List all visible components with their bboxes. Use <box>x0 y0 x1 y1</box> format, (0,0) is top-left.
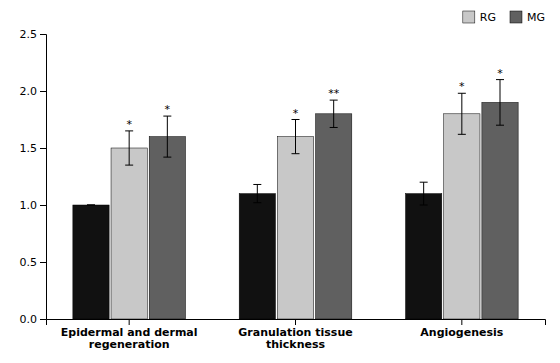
bar <box>73 205 109 319</box>
legend-label: RG <box>480 11 496 24</box>
chart: 0.0 0.5 1.0 1.5 2.0 2.5 Epidermal and dermalre… <box>0 0 560 363</box>
y-tick-label: 0.5 <box>20 256 38 269</box>
y-tick-label: 2.5 <box>20 28 38 41</box>
x-tick-mark <box>129 319 130 325</box>
x-tick: Epidermal and dermalregeneration <box>61 319 198 351</box>
plot: 0.0 0.5 1.0 1.5 2.0 2.5 Epidermal and dermalre… <box>20 28 546 351</box>
x-tick-mark <box>461 319 462 325</box>
y-tick: 1.5 <box>20 142 47 155</box>
y-tick-label: 1.0 <box>20 199 38 212</box>
y-tick: 2.5 <box>20 28 47 41</box>
y-tick-mark <box>40 34 46 35</box>
error-bar <box>253 184 261 202</box>
x-axis: Epidermal and dermalregeneration Granulat… <box>47 319 546 351</box>
significance-label: * <box>293 107 299 120</box>
y-tick-mark <box>40 148 46 149</box>
y-tick: 2.0 <box>20 85 47 98</box>
error-bar <box>330 100 338 127</box>
x-axis-line <box>47 320 546 326</box>
y-tick: 0.0 <box>20 313 47 326</box>
legend-item: MG <box>510 11 545 24</box>
bar <box>444 114 480 319</box>
x-tick: Angiogenesis <box>420 319 503 339</box>
x-tick-label: Angiogenesis <box>420 326 503 339</box>
error-bar <box>496 80 504 126</box>
x-tick: Granulation tissuethickness <box>238 319 352 351</box>
bar <box>239 194 275 319</box>
y-tick-mark <box>40 91 46 92</box>
legend-item: RG <box>463 11 496 24</box>
bar <box>406 194 442 319</box>
bar <box>111 148 147 319</box>
error-bar <box>420 182 428 205</box>
x-tick-label: Granulation tissuethickness <box>238 326 352 352</box>
y-tick-mark <box>40 319 46 320</box>
bar <box>482 102 518 319</box>
legend-swatch <box>463 11 475 23</box>
y-tick-label: 1.5 <box>20 142 38 155</box>
error-bar <box>458 93 466 134</box>
legend-swatch <box>510 11 522 23</box>
y-tick-mark <box>40 205 46 206</box>
bar <box>149 137 185 319</box>
y-tick: 1.0 <box>20 199 47 212</box>
legend: RG MG <box>463 11 545 24</box>
y-tick-mark <box>40 262 46 263</box>
legend-label: MG <box>527 11 545 24</box>
significance-label: * <box>126 118 132 131</box>
significance-label: * <box>497 67 503 80</box>
bars <box>73 80 518 319</box>
significance-labels: ******* <box>126 67 503 131</box>
significance-label: ** <box>328 87 340 100</box>
error-bar <box>163 116 171 157</box>
y-tick-label: 0.0 <box>20 313 38 326</box>
x-tick-mark <box>295 319 296 325</box>
significance-label: * <box>459 80 465 93</box>
y-tick: 0.5 <box>20 256 47 269</box>
error-bar <box>125 131 133 165</box>
error-bar <box>292 120 300 154</box>
significance-label: * <box>165 103 171 116</box>
error-bar <box>87 205 95 206</box>
y-axis: 0.0 0.5 1.0 1.5 2.0 2.5 <box>20 28 47 326</box>
y-axis-line <box>40 35 47 320</box>
bar <box>316 114 352 319</box>
y-tick-label: 2.0 <box>20 85 38 98</box>
bar <box>277 137 313 319</box>
x-tick-label: Epidermal and dermalregeneration <box>61 326 198 352</box>
